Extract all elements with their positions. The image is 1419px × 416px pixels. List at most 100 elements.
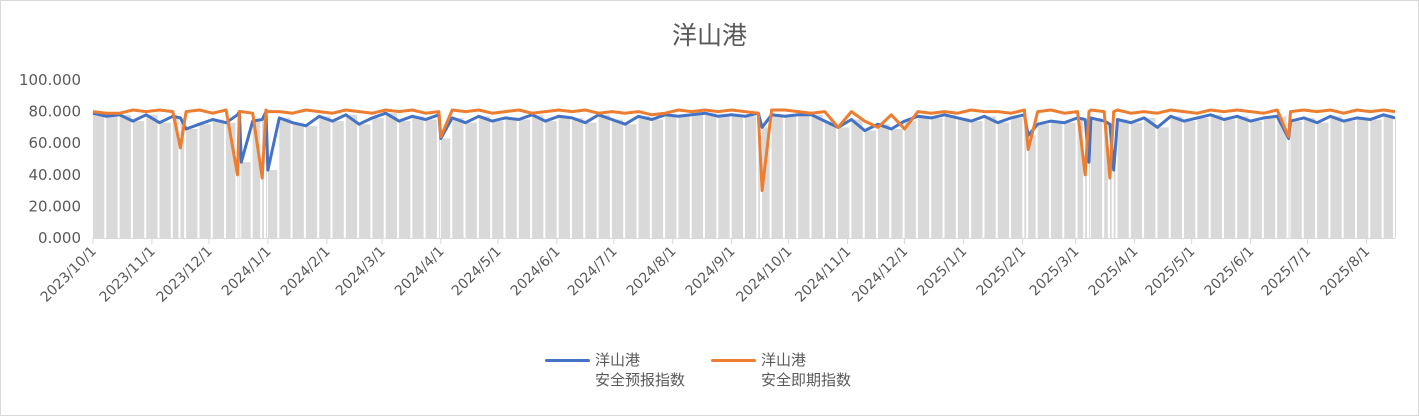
x-tick-label: 2025/4/1	[1086, 244, 1142, 300]
column-bar	[971, 121, 983, 238]
column-bar	[784, 116, 797, 238]
x-tick-label: 2025/7/1	[1259, 244, 1315, 300]
x-tick-label: 2024/6/1	[508, 244, 564, 300]
column-bar	[132, 121, 145, 238]
column-bar	[838, 127, 850, 238]
column-bar	[545, 121, 557, 238]
column-bar	[651, 119, 664, 238]
column-bar	[758, 113, 761, 238]
y-tick-label: 60.000	[29, 134, 82, 152]
series-line-forecast	[92, 110, 1396, 172]
x-tick-label: 2023/12/1	[154, 244, 216, 306]
column-bar	[440, 138, 451, 238]
column-bar	[1197, 117, 1209, 238]
column-bar	[359, 124, 371, 238]
column-bar	[1088, 162, 1090, 238]
legend-item-current: 洋山港 安全即期指数	[711, 350, 851, 390]
column-bar	[1077, 117, 1084, 238]
column-bar	[1210, 114, 1222, 238]
column-bar	[944, 114, 956, 238]
legend-swatch-orange	[711, 359, 756, 362]
column-bar	[917, 116, 930, 238]
legend-label-line1: 洋山港	[595, 351, 641, 369]
column-bar	[904, 121, 916, 238]
x-tick-label: 2024/2/1	[278, 244, 334, 300]
x-tick-label: 2025/2/1	[974, 244, 1030, 300]
column-bar	[1109, 124, 1112, 238]
column-bar	[332, 121, 344, 238]
column-bar	[345, 114, 358, 238]
column-bar	[1184, 121, 1196, 238]
column-bar	[385, 113, 398, 238]
column-bar	[239, 111, 241, 238]
column-bar	[598, 114, 610, 238]
x-tick-label: 2024/8/1	[624, 244, 680, 300]
column-bar	[1383, 114, 1393, 238]
column-bar	[1290, 121, 1302, 238]
x-tick-label: 2025/5/1	[1143, 244, 1199, 300]
column-bar	[771, 114, 783, 238]
column-bar	[292, 122, 304, 238]
column-bar	[824, 121, 837, 238]
column-bar	[1223, 119, 1236, 238]
x-tick-label: 2025/6/1	[1202, 244, 1258, 300]
column-bar	[465, 122, 477, 238]
column-bar	[638, 116, 650, 238]
column-bar	[1050, 121, 1063, 238]
column-bar	[1113, 170, 1116, 238]
x-tick-label: 2025/1/1	[915, 244, 971, 300]
column-bar	[505, 117, 517, 238]
column-bar	[731, 114, 743, 238]
column-bar	[186, 128, 198, 238]
y-tick-label: 40.000	[29, 166, 82, 184]
column-bar	[1250, 121, 1262, 238]
column-bar	[146, 114, 158, 238]
column-bar	[226, 122, 236, 238]
column-bar	[279, 117, 291, 238]
column-bar	[1288, 138, 1290, 238]
column-bar	[237, 114, 239, 238]
x-tick-label: 2024/10/1	[733, 244, 795, 306]
column-bar	[1356, 117, 1369, 238]
column-bar	[438, 114, 440, 238]
column-bar	[1237, 116, 1249, 238]
column-bar	[265, 111, 267, 238]
column-bar	[1037, 124, 1049, 238]
column-bar	[811, 114, 823, 238]
legend-label-line1: 洋山港	[761, 351, 807, 369]
legend-item-forecast: 洋山港 安全预报指数	[545, 350, 685, 390]
column-bar	[1130, 122, 1143, 238]
column-bar	[678, 116, 690, 238]
column-bar	[492, 121, 504, 238]
column-bar	[478, 116, 491, 238]
column-bar	[1157, 127, 1169, 238]
column-bar	[452, 117, 464, 238]
column-bar	[798, 114, 810, 238]
column-bar	[625, 124, 637, 238]
column-bar	[665, 114, 677, 238]
column-bar	[762, 127, 770, 238]
x-tick-label: 2024/11/1	[792, 244, 854, 306]
column-bar	[372, 117, 384, 238]
column-bar	[1317, 122, 1329, 238]
column-bar	[691, 114, 704, 238]
series-line-current	[92, 108, 1396, 193]
column-bar	[1028, 135, 1036, 238]
column-bar	[252, 121, 261, 238]
column-bar	[1104, 121, 1108, 238]
column-bar	[571, 117, 584, 238]
column-bar	[241, 162, 251, 238]
column-bar	[1090, 117, 1103, 238]
column-bar	[1263, 117, 1276, 238]
column-bar	[984, 116, 996, 238]
column-bar	[199, 124, 211, 238]
y-tick-label: 100.000	[19, 71, 81, 89]
y-tick-label: 0.000	[38, 229, 81, 247]
column-bar	[718, 116, 730, 238]
column-bar	[1170, 116, 1183, 238]
column-bar	[267, 170, 278, 238]
column-bar	[744, 116, 757, 238]
legend-label-line2: 安全即期指数	[761, 371, 852, 389]
column-bar	[93, 113, 105, 238]
